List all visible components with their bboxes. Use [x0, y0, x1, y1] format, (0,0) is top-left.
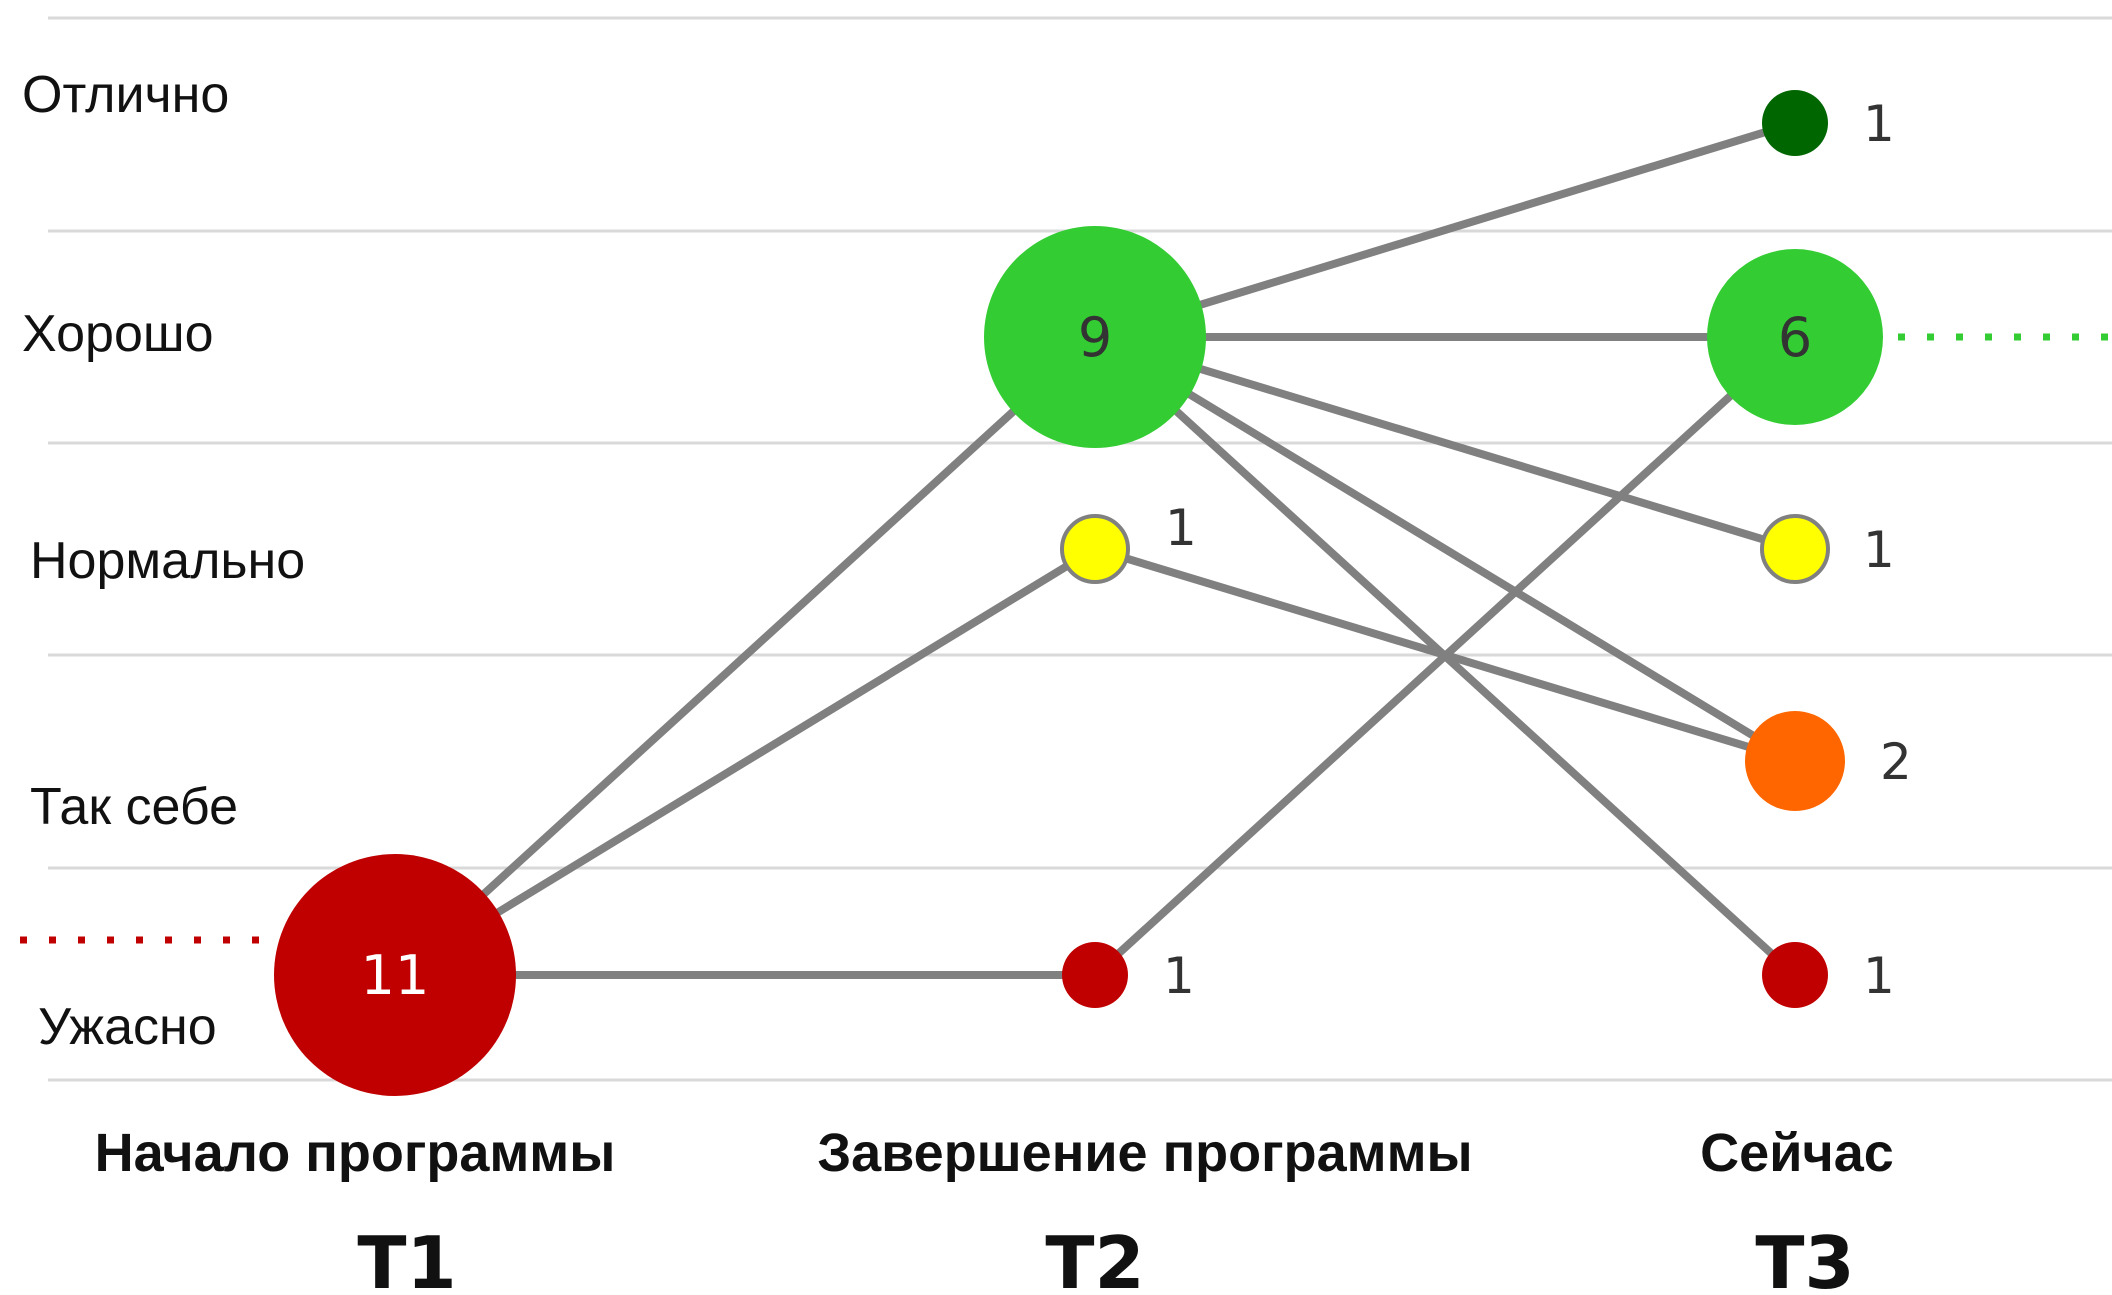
node-count-label: 2	[1880, 733, 1912, 791]
link	[1091, 333, 1799, 553]
category-label: Так себе	[30, 778, 238, 836]
node-count-label: 1	[1163, 947, 1195, 1005]
time-point-code: T1	[357, 1221, 456, 1295]
link	[1091, 119, 1799, 341]
node-t3-normalno	[1760, 514, 1830, 584]
link	[391, 333, 1099, 979]
node-t3-horosho	[1707, 249, 1883, 425]
time-point-label: Начало программы	[95, 1123, 616, 1183]
category-label: Отлично	[22, 66, 229, 124]
time-point-code: T2	[1045, 1221, 1144, 1295]
link	[1091, 333, 1799, 765]
node-t2-uzhasno	[1062, 942, 1128, 1008]
node-t3-tak-sebe	[1745, 711, 1845, 811]
time-axis: Начало программы T1 Завершение программы T2…	[95, 1123, 1894, 1295]
category-label: Ужасно	[38, 998, 217, 1056]
node-t3-otlichno	[1762, 90, 1828, 156]
reference-lines	[20, 333, 2112, 944]
link	[1091, 333, 1799, 979]
node-count-label: 9	[1078, 306, 1112, 369]
node-count-label: 1	[1863, 947, 1895, 1005]
node-count-label: 6	[1778, 306, 1812, 369]
node-count-label: 1	[1863, 95, 1895, 153]
node-t2-horosho	[984, 226, 1206, 448]
node-count-label: 1	[1863, 521, 1895, 579]
category-labels: Отлично Хорошо Нормально Так себе Ужасно	[22, 66, 305, 1056]
node-count-label: 1	[1165, 499, 1197, 557]
node-t3-uzhasno	[1762, 942, 1828, 1008]
time-point-label: Завершение программы	[817, 1123, 1472, 1183]
category-label: Нормально	[30, 532, 305, 590]
time-point-code: T3	[1755, 1221, 1854, 1295]
node-t1-uzhasno	[274, 854, 516, 1096]
node-count-label: 11	[361, 944, 430, 1007]
links	[391, 119, 1799, 979]
category-label: Хорошо	[22, 305, 214, 363]
link	[391, 545, 1099, 979]
node-t2-normalno	[1060, 514, 1130, 584]
time-point-label: Сейчас	[1700, 1123, 1894, 1183]
